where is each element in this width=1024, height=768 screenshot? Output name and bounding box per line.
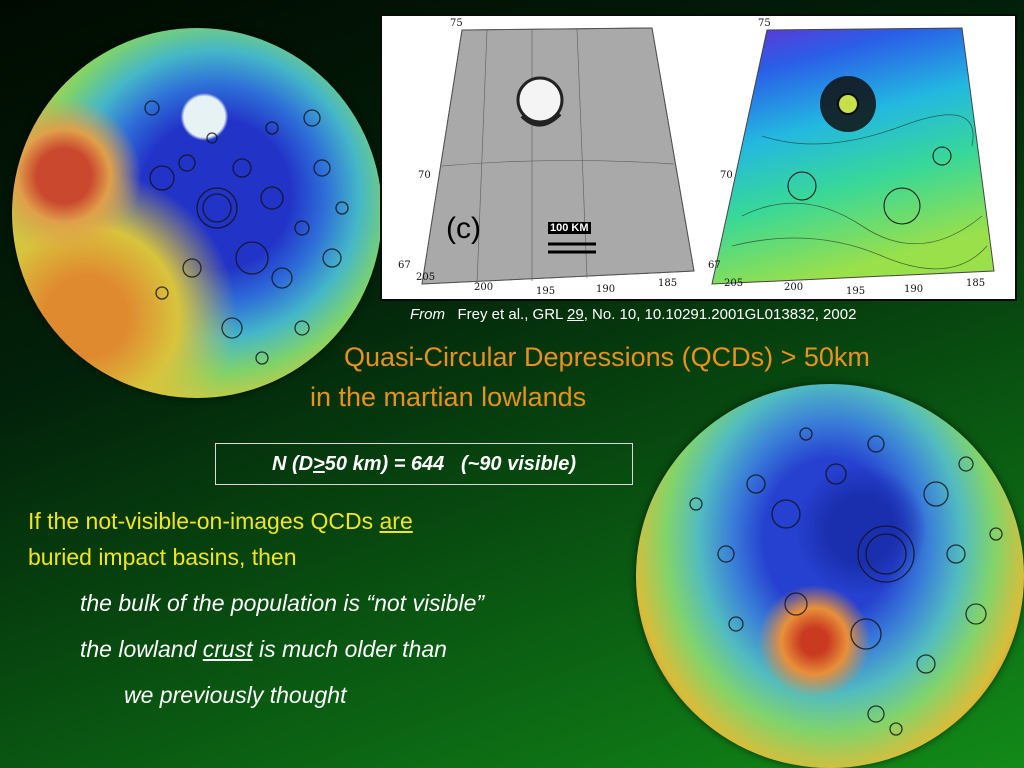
crater-rings-left [144, 100, 349, 365]
right-lon-205: 205 [724, 278, 744, 289]
slide-title-line2: in the martian lowlands [310, 382, 587, 412]
scale-bar-label: 100 KM [548, 222, 591, 234]
left-lon-195: 195 [536, 286, 556, 297]
citation-volume: 29 [567, 306, 584, 323]
left-lon-185: 185 [658, 278, 678, 289]
left-lon-190: 190 [596, 284, 616, 295]
qcd-count-box: N (D >50 km) = 644 (~90 visible) [215, 443, 633, 485]
mars-globe-right [636, 384, 1024, 768]
left-lat-67: 67 [398, 260, 411, 271]
right-lon-185: 185 [966, 278, 986, 289]
slide-title-line1: Quasi-Circular Depressions (QCDs) > 50km [344, 342, 870, 372]
left-lat-70: 70 [418, 170, 431, 181]
right-lat-70: 70 [720, 170, 733, 181]
right-lon-200: 200 [784, 282, 804, 293]
bullet-2: the lowland crust is much older than [80, 636, 447, 663]
bullet-2-after: is much older than [252, 636, 447, 662]
mars-globe-left [12, 28, 382, 398]
left-lon-205: 205 [416, 272, 436, 283]
right-lon-195: 195 [846, 286, 866, 297]
bullet-2-before: the lowland [80, 636, 203, 662]
count-prefix: N (D [271, 452, 314, 475]
body-line2: buried impact basins, then [28, 544, 297, 570]
crater-rings-right [689, 427, 1003, 736]
citation: From Frey et al., GRL 29, No. 10, 10.102… [410, 306, 1010, 323]
count-suffix: 50 km) = 644 (~90 visible) [324, 452, 577, 475]
bullet-2-underlined: crust [202, 636, 253, 662]
right-lat-75: 75 [758, 18, 771, 29]
body-line1-underlined: are [379, 508, 413, 534]
body-line1: If the not-visible-on-images QCDs are [28, 508, 413, 535]
left-lon-200: 200 [474, 282, 494, 293]
figure-maps [421, 27, 995, 285]
citation-from: From [410, 306, 445, 323]
bullet-1: the bulk of the population is “not visib… [80, 590, 485, 616]
bullet-3: we previously thought [124, 682, 347, 708]
count-ge-symbol: > [313, 452, 325, 475]
right-lat-67: 67 [708, 260, 721, 271]
panel-label: (c) [446, 212, 481, 245]
left-lat-75: 75 [450, 18, 463, 29]
right-lon-190: 190 [904, 284, 924, 295]
citation-text-after: , No. 10, 10.10291.2001GL013832, 2002 [583, 306, 857, 323]
body-line1-text: If the not-visible-on-images QCDs [28, 508, 380, 534]
citation-text-before: Frey et al., GRL [457, 306, 567, 323]
figure-panel: 75 70 67 205 200 195 190 185 75 70 67 20… [380, 14, 1017, 301]
